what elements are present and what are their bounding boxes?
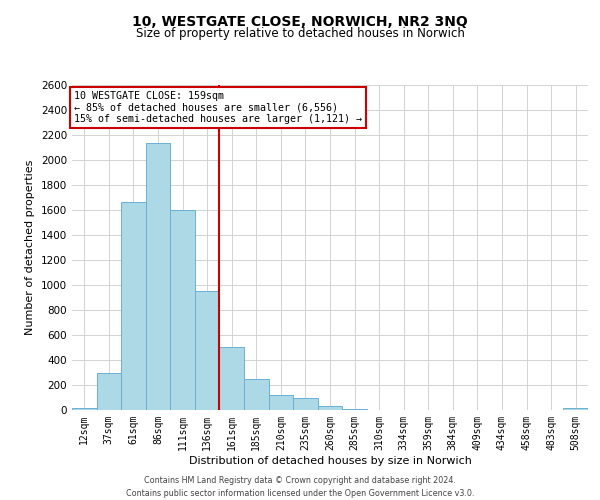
- Bar: [342, 409, 367, 410]
- Text: 10, WESTGATE CLOSE, NORWICH, NR2 3NQ: 10, WESTGATE CLOSE, NORWICH, NR2 3NQ: [132, 15, 468, 29]
- Bar: [293, 398, 318, 410]
- Bar: [563, 408, 588, 410]
- Bar: [170, 210, 195, 410]
- Bar: [220, 347, 244, 410]
- Bar: [72, 408, 97, 410]
- Bar: [97, 373, 121, 410]
- X-axis label: Distribution of detached houses by size in Norwich: Distribution of detached houses by size …: [188, 456, 472, 466]
- Bar: [244, 379, 269, 410]
- Bar: [146, 143, 170, 410]
- Text: 10 WESTGATE CLOSE: 159sqm
← 85% of detached houses are smaller (6,556)
15% of se: 10 WESTGATE CLOSE: 159sqm ← 85% of detac…: [74, 90, 362, 124]
- Bar: [269, 395, 293, 410]
- Text: Size of property relative to detached houses in Norwich: Size of property relative to detached ho…: [136, 28, 464, 40]
- Text: Contains HM Land Registry data © Crown copyright and database right 2024.
Contai: Contains HM Land Registry data © Crown c…: [126, 476, 474, 498]
- Y-axis label: Number of detached properties: Number of detached properties: [25, 160, 35, 335]
- Bar: [195, 290, 220, 410]
- Bar: [121, 202, 146, 410]
- Bar: [318, 406, 342, 410]
